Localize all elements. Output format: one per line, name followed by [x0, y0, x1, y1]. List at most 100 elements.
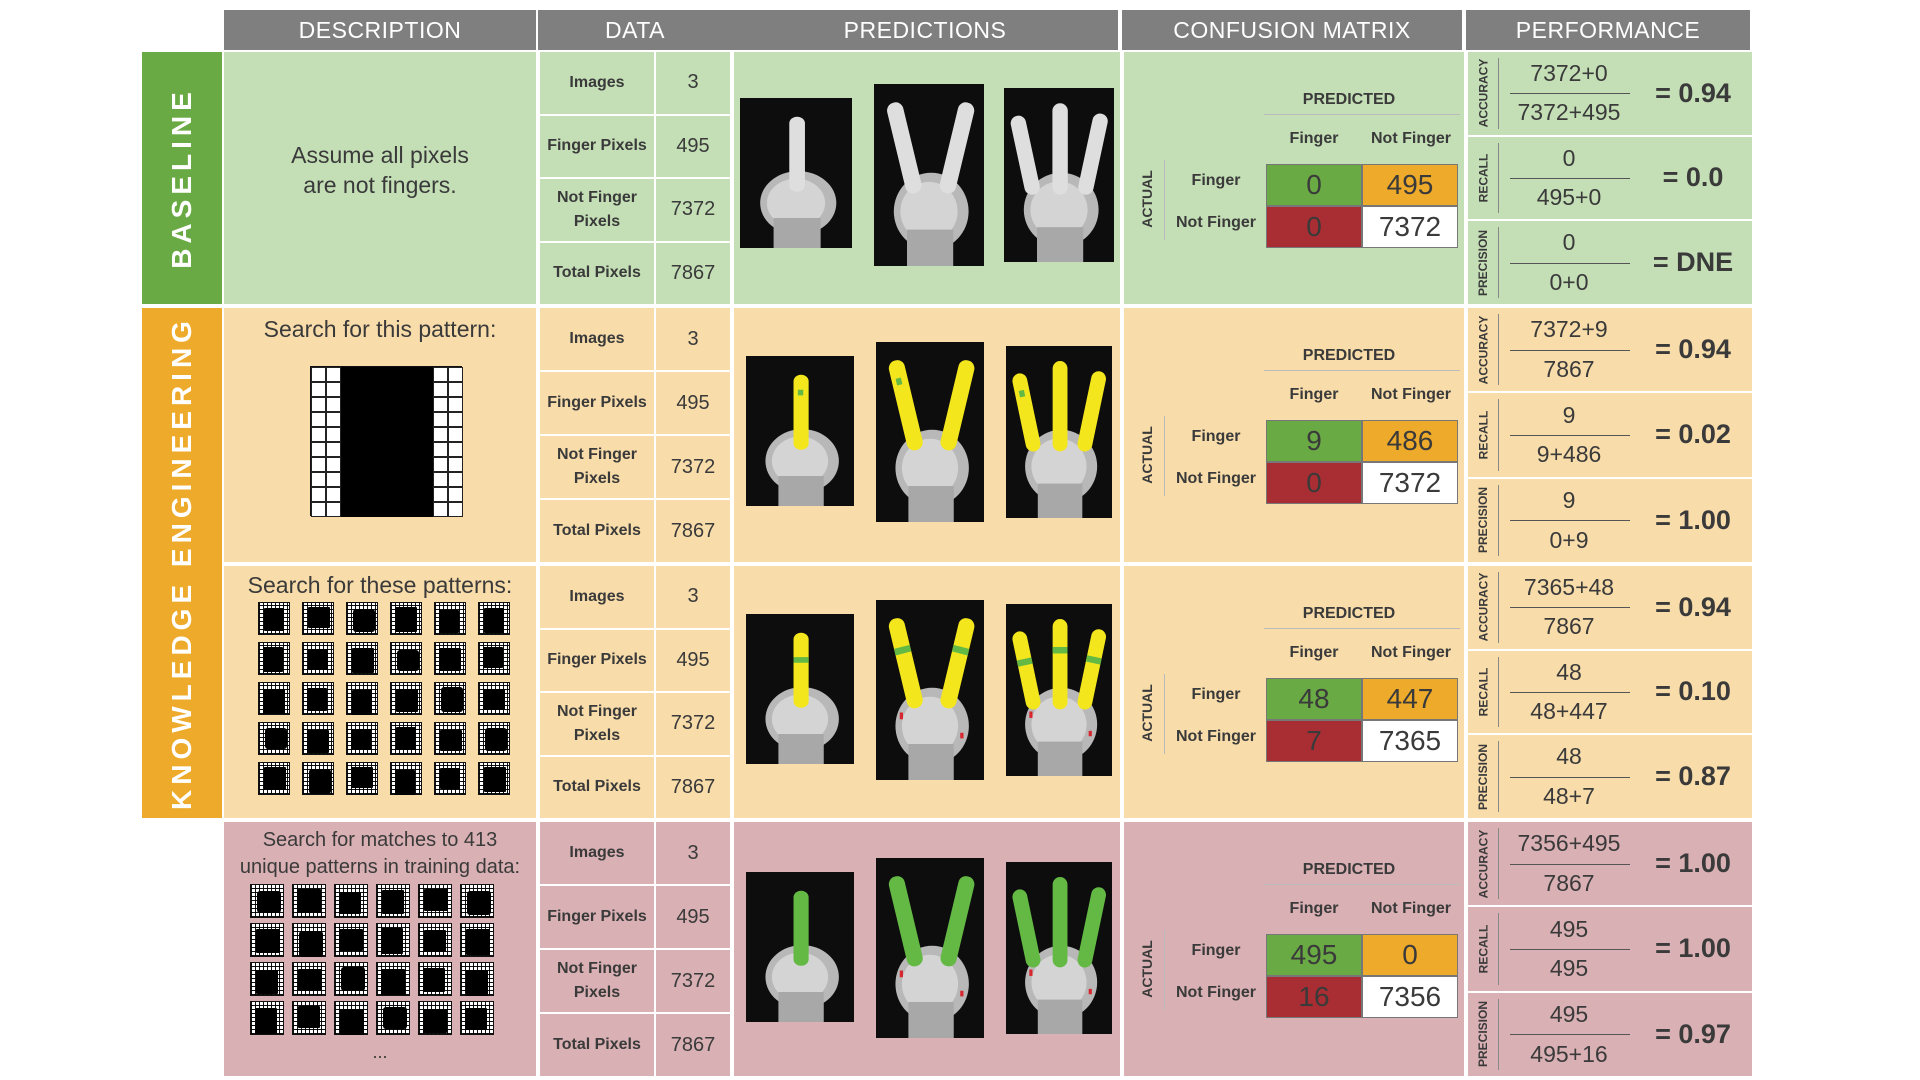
cm-cell-fn: 0 — [1362, 934, 1458, 976]
pattern-square — [402, 427, 418, 442]
pattern-shape — [466, 929, 490, 955]
data-value-not_finger: 7372 — [656, 950, 730, 1012]
column-header: CONFUSION MATRIX — [1122, 10, 1462, 50]
cm-predicted-label: PREDICTED — [1302, 605, 1396, 622]
pattern-shape — [397, 650, 419, 671]
perf-label-text: ACCURACY — [1476, 58, 1491, 128]
perf-divider — [1498, 656, 1499, 728]
error-pixel — [960, 990, 964, 997]
pattern-thumbnail — [334, 884, 368, 918]
pattern-shape — [424, 930, 446, 952]
perf-label-text: RECALL — [1476, 410, 1491, 460]
data-label-finger: Finger Pixels — [540, 886, 654, 948]
pattern-square — [326, 367, 342, 382]
pattern-thumbnail — [334, 962, 368, 996]
correct-pixel — [793, 657, 809, 663]
perf-label-text: RECALL — [1476, 667, 1491, 717]
hand-wrist — [778, 476, 824, 506]
side-label-text: BASELINE — [166, 87, 198, 269]
cm-actual-text: ACTUAL — [1139, 170, 1156, 228]
pattern-thumbnail — [418, 962, 452, 996]
perf-numerator: 48 — [1556, 743, 1582, 770]
pattern-square — [371, 502, 387, 517]
pattern-square — [371, 397, 387, 412]
pattern-thumbnail — [302, 602, 334, 635]
pattern-square — [311, 502, 327, 517]
perf-numerator: 48 — [1556, 658, 1582, 685]
finger — [1077, 887, 1107, 968]
perf-label-text: PRECISION — [1476, 1001, 1491, 1068]
perf-numerator: 7372+0 — [1530, 60, 1608, 87]
finger — [1012, 889, 1041, 968]
hand-wrist — [773, 218, 821, 248]
pattern-square — [326, 487, 342, 502]
hand-wrist — [778, 734, 824, 764]
pattern-shape — [351, 729, 371, 750]
cm-actual-label: ACTUAL — [1134, 670, 1160, 756]
pattern-thumbnail — [346, 722, 378, 755]
cm-divider — [1264, 370, 1460, 371]
pattern-thumbnail — [478, 602, 510, 635]
cm-col-finger: Finger — [1289, 386, 1339, 403]
fraction-bar — [1510, 692, 1630, 693]
perf-label-recall: RECALL — [1470, 907, 1496, 990]
pattern-square — [402, 397, 418, 412]
pattern-thumbnail — [478, 642, 510, 675]
pattern-square — [341, 412, 357, 427]
pattern-square — [432, 412, 448, 427]
error-pixel — [899, 970, 903, 978]
finger — [1012, 631, 1041, 710]
data-value-images: 3 — [656, 566, 730, 628]
pattern-thumbnail — [390, 762, 422, 795]
error-pixel — [1088, 988, 1092, 995]
performance-cell-recall — [1468, 907, 1752, 991]
pattern-square — [371, 442, 387, 457]
pattern-square — [402, 487, 418, 502]
pattern-square — [447, 427, 463, 442]
pattern-thumbnail — [390, 642, 422, 675]
pattern-shape — [381, 928, 403, 954]
pattern-square — [311, 427, 327, 442]
pattern-square — [356, 412, 372, 427]
pattern-shape — [439, 610, 459, 633]
pattern-shape — [351, 767, 373, 788]
perf-label-text: ACCURACY — [1476, 572, 1491, 642]
finger — [887, 102, 922, 194]
perf-denominator: 495 — [1549, 955, 1589, 982]
pattern-square — [356, 442, 372, 457]
pattern-square — [402, 442, 418, 457]
cm-row-finger: Finger — [1191, 428, 1241, 445]
perf-numerator: 7356+495 — [1517, 830, 1621, 857]
hand-palm-highlight — [771, 436, 829, 486]
pattern-square — [311, 457, 327, 472]
description-text: Assume all pixels are not fingers. — [291, 142, 469, 198]
pattern-square — [417, 442, 433, 457]
perf-result: = 0.94 — [1655, 334, 1731, 365]
pattern-shape — [264, 767, 286, 790]
hand-wrist — [778, 992, 824, 1022]
hand-image — [1006, 346, 1112, 518]
perf-numerator: 0 — [1562, 144, 1576, 171]
finger — [1012, 373, 1041, 452]
data-label-total: Total Pixels — [540, 500, 654, 562]
pattern-square — [387, 382, 403, 397]
pattern-shape — [263, 647, 283, 672]
pattern-shape — [423, 968, 445, 992]
perf-denominator: 48+447 — [1530, 698, 1608, 725]
pattern-thumbnail — [346, 602, 378, 635]
column-header: PREDICTIONS — [732, 10, 1118, 50]
cm-col-not-finger: Not Finger — [1371, 644, 1451, 661]
data-label-finger: Finger Pixels — [540, 372, 654, 434]
pattern-thumbnail — [418, 923, 452, 957]
pattern-square — [432, 427, 448, 442]
correct-pixel — [895, 377, 903, 386]
data-label-finger: Finger Pixels — [540, 629, 654, 691]
perf-divider — [1498, 484, 1499, 556]
cm-actual-text: ACTUAL — [1139, 940, 1156, 998]
pattern-thumbnail — [250, 1001, 284, 1035]
pattern-square — [326, 412, 342, 427]
pattern-shape — [263, 689, 285, 714]
pattern-square — [432, 457, 448, 472]
pattern-square — [417, 397, 433, 412]
pattern-shape — [255, 1008, 277, 1034]
